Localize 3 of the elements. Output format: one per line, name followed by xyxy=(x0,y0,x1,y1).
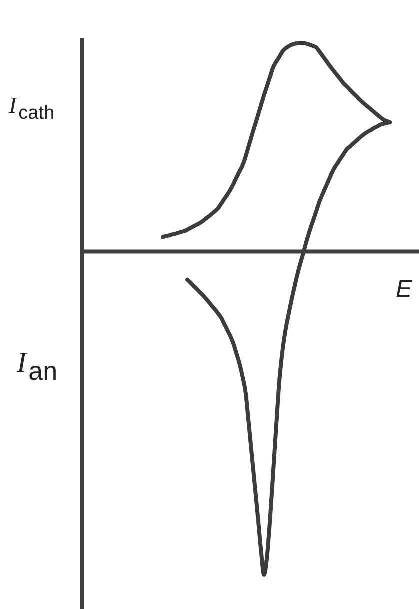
y-axis-title: I$_{cath}$ xyxy=(8,93,55,124)
text: I$_{an}$ xyxy=(16,347,58,386)
x-axis-title: E xyxy=(396,276,413,303)
